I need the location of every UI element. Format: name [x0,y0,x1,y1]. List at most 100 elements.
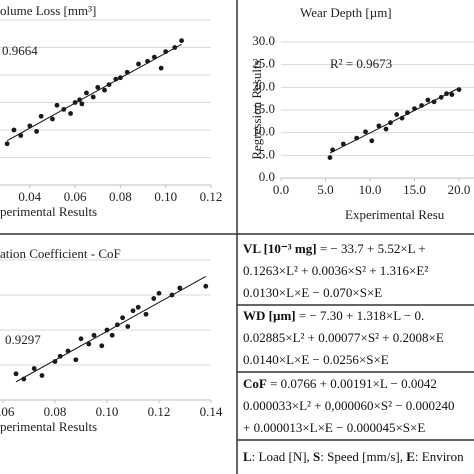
trend-line [329,87,460,154]
x-tick-label: 15.0 [403,182,426,197]
point [57,353,63,359]
y-axis-title: Regression Results [249,60,264,159]
point [73,357,79,363]
point [363,129,368,135]
x-tick-label: 0.14 [200,404,223,419]
equation-text: = − 33.7 + 5.52×L + [319,241,426,256]
x-axis-title: Experimental Resu [345,207,445,222]
legend-key: E [406,449,415,464]
point [27,123,33,129]
point [456,87,462,92]
legend-text: : Load [N], [251,449,314,464]
point [21,376,27,382]
point [31,366,37,371]
x-tick-label: 0.12 [200,189,223,204]
point [419,103,425,108]
point [120,315,125,321]
equation-text: + 0.000013×L×E − 0.000045×S×E [243,420,426,435]
r-squared: 0.9297 [5,332,41,347]
point [145,58,150,64]
x-axis-title: perimental Results [0,419,97,434]
equation-text: 0.02885×L² + 0.00077×S² + 0.2008×E [243,330,444,345]
point [376,123,382,129]
point [444,91,449,97]
equation: WD [µm] = − 7.30 + 1.318×L − 0. 0.02885×… [243,305,444,371]
point [179,38,184,44]
point [394,112,400,117]
chart-title: ation Coefficient - CoF [0,246,121,261]
point [79,101,85,107]
point [118,75,123,81]
x-tick-label: 0.12 [148,404,171,419]
x-tick-label: 10.0 [359,182,382,197]
y-tick-label: 10.0 [252,124,275,139]
equation: CoF = 0.0766 + 0.00191×L − 0.0042 0.0000… [243,373,455,439]
chart: 0.0 5.0 10.0 15.0 20.0 25.0 30.0 0.0 5.0 10.0 15.0… [249,5,474,222]
point [102,87,107,93]
point [78,336,84,342]
equation-label: VL [10⁻³ mg] [243,241,317,256]
point [95,84,101,90]
point [404,110,410,116]
point [203,283,209,289]
point [113,76,119,82]
x-tick-label: 0.04 [18,189,41,204]
x-tick-label: 0.08 [44,404,67,419]
point [438,94,444,100]
point [52,359,58,364]
x-tick-label: 0.08 [109,189,132,204]
equation-text: = 0.0766 + 0.00191×L − 0.0042 [270,376,437,391]
point [39,373,45,378]
equation-text: 0.000033×L² + 0,000060×S² − 0.000240 [243,398,455,413]
point [72,100,78,105]
point [449,92,455,97]
point [90,94,96,100]
point [125,324,131,329]
point [330,147,336,153]
point [425,97,431,103]
equation-label: CoF [243,376,267,391]
point [124,69,130,75]
legend-key: L [243,449,252,464]
chart: 00.020.040.060.080.100.120.040.060.080.1… [0,3,222,219]
equation-line: VL [10⁻³ mg] = − 33.7 + 5.52×L + [243,238,428,260]
point [177,285,183,291]
point [388,120,393,126]
point [61,106,67,112]
point [99,343,105,349]
point [104,327,110,333]
point [412,106,417,112]
equation-text: 0.1263×L² + 0.0036×S² + 1.316×E² [243,263,429,278]
equation-text: 0.0130×L×E − 0.070×S×E [243,285,383,300]
point [151,296,157,301]
point [11,127,17,133]
x-axis-title: perimental Results [0,204,97,219]
point [383,126,389,132]
point [327,155,333,161]
point [50,116,55,122]
y-tick-label: 0.0 [259,169,275,184]
chart: 0.060.080.100.120.140.060.080.100.120.14… [0,246,223,434]
equation: VL [10⁻³ mg] = − 33.7 + 5.52×L + 0.1263×… [243,238,428,304]
r-squared: R² = 0.9673 [330,56,392,71]
point [158,65,164,71]
point [431,99,437,105]
point [340,141,346,147]
point [13,371,19,377]
equation-line: CoF = 0.0766 + 0.00191×L − 0.0042 [243,373,455,395]
point [143,311,149,317]
chart-title: olume Loss [mm³] [0,3,96,18]
point [84,90,89,96]
point [77,97,83,103]
y-tick-label: 20.0 [252,78,275,93]
point [38,113,44,119]
point [4,141,10,147]
point [18,133,24,138]
x-tick-label: 5.0 [317,182,333,197]
point [172,45,178,50]
equation-text: 0.0140×L×E − 0.0256×S×E [243,352,389,367]
point [169,292,175,298]
point [109,332,115,338]
y-tick-label: 15.0 [252,101,275,116]
